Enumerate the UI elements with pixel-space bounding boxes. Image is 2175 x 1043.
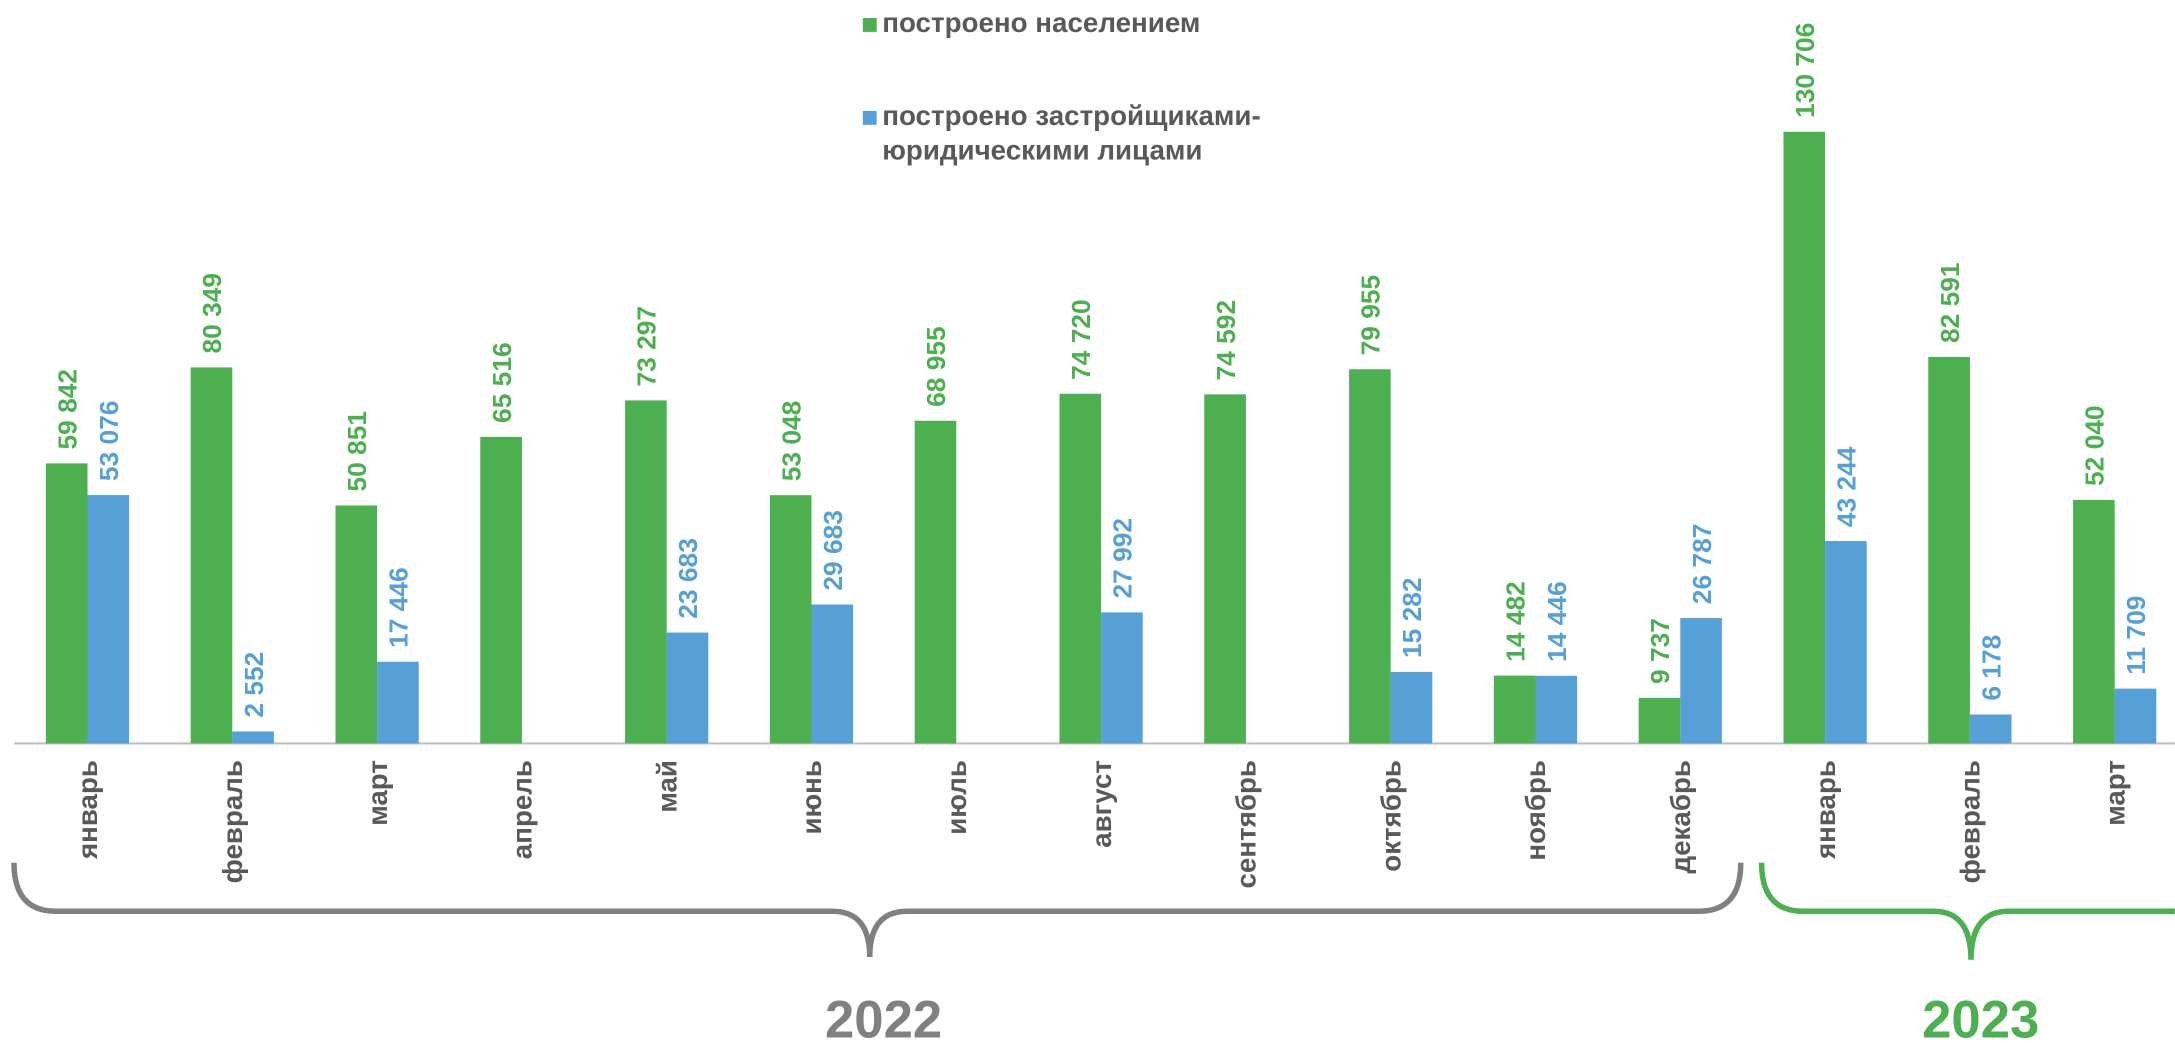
bar: [45, 463, 88, 744]
data-label: 50 851: [342, 411, 372, 492]
data-label: 74 720: [1066, 299, 1096, 380]
bar: [1390, 671, 1433, 744]
data-label: 11 709: [2121, 596, 2151, 675]
x-tick-label: январь: [72, 760, 103, 860]
data-label: 68 955: [921, 326, 951, 407]
bar: [1928, 356, 1970, 744]
data-label: 6 178: [1976, 635, 2006, 701]
bar: [2114, 688, 2157, 744]
data-label: 17 446: [384, 567, 414, 648]
data-label: 26 787: [1687, 524, 1717, 605]
bar: [1349, 369, 1391, 744]
bar: [87, 495, 130, 744]
bar: [811, 604, 854, 744]
x-tick-label: июль: [941, 760, 972, 835]
bar: [769, 495, 812, 744]
x-tick-label: февраль: [217, 760, 248, 883]
bar: [232, 731, 274, 744]
bar: [1535, 675, 1578, 744]
bar: [1680, 618, 1722, 744]
data-label: 59 842: [52, 369, 82, 450]
bar: [335, 505, 378, 744]
data-label: 80 349: [197, 273, 227, 354]
bar: [914, 420, 957, 744]
data-label: 65 516: [487, 342, 517, 423]
bar: [480, 436, 522, 744]
data-label: 27 992: [1108, 518, 1138, 599]
x-tick-label: июнь: [796, 760, 827, 835]
x-tick-label: февраль: [1955, 760, 1986, 883]
data-label: 43 244: [1832, 446, 1862, 527]
bar: [1204, 394, 1246, 744]
data-label: 14 482: [1500, 581, 1530, 662]
data-label: 74 592: [1211, 300, 1241, 381]
data-label: 53 048: [776, 401, 806, 482]
x-tick-label: апрель: [507, 760, 538, 859]
bar: [1101, 612, 1143, 744]
data-label: 2 552: [239, 652, 269, 718]
bar: [2073, 499, 2115, 744]
bar: [1493, 675, 1536, 744]
data-label: 52 040: [2080, 405, 2110, 486]
data-label: 79 955: [1356, 275, 1386, 356]
legend-swatch: [862, 18, 877, 32]
data-label: 15 282: [1397, 577, 1427, 658]
x-tick-label: август: [1086, 760, 1117, 848]
x-tick-label: январь: [1810, 760, 1841, 860]
data-label: 130 706: [1790, 23, 1820, 118]
data-label: 73 297: [632, 306, 662, 387]
x-tick-label: сентябрь: [1231, 760, 1262, 888]
bar: [1969, 714, 2012, 744]
bar: [1783, 131, 1826, 744]
brace-2022: [11, 862, 1744, 958]
legend-swatch: [862, 110, 877, 125]
x-tick-label: октябрь: [1375, 760, 1406, 872]
data-label: 53 076: [94, 401, 124, 482]
bar: [1059, 393, 1102, 744]
legend-label: построено населением: [882, 8, 1201, 39]
data-label: 29 683: [818, 510, 848, 591]
bar: [190, 367, 233, 744]
x-tick-label: март: [362, 760, 393, 826]
year-label: 2022: [825, 990, 942, 1043]
legend-item: построено застройщиками- юридическими ли…: [882, 101, 1261, 167]
x-tick-label: март: [2099, 760, 2130, 826]
x-tick-label: май: [651, 760, 682, 813]
bar: [377, 661, 419, 744]
x-tick-label: ноябрь: [1520, 760, 1551, 861]
bar: [1825, 541, 1867, 744]
legend-item: построено населением: [882, 8, 1201, 39]
bar: [666, 632, 709, 744]
brace-2023: [1758, 862, 2175, 960]
x-tick-label: декабрь: [1665, 760, 1696, 873]
data-label: 23 683: [673, 538, 703, 619]
bar: [1638, 697, 1681, 744]
data-label: 82 591: [1935, 262, 1965, 343]
legend-label: построено застройщиками- юридическими ли…: [882, 101, 1261, 167]
data-label: 9 737: [1645, 618, 1675, 684]
data-label: 14 446: [1542, 581, 1572, 662]
bar: [625, 400, 667, 744]
year-label: 2023: [1922, 990, 2039, 1043]
